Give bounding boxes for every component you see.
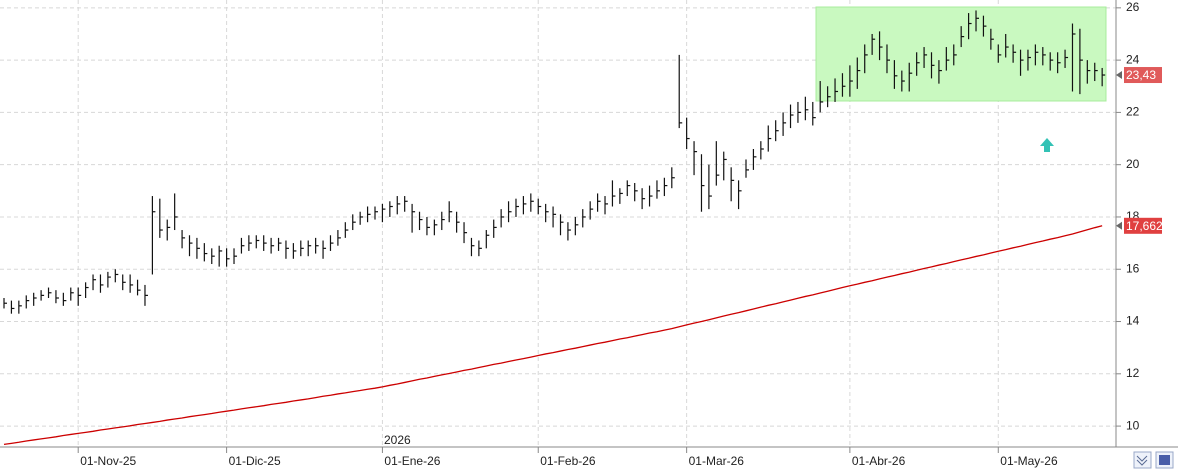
price-tag-label: 23,43	[1126, 68, 1156, 82]
y-tick-label: 14	[1126, 314, 1140, 328]
x-tick-label: 01-Mar-26	[689, 454, 745, 468]
y-tick-label: 12	[1126, 366, 1140, 380]
y-tick-label: 24	[1126, 52, 1140, 66]
x-tick-label: 01-May-26	[1000, 454, 1058, 468]
highlight-zone	[815, 6, 1107, 102]
up-arrow	[1040, 138, 1054, 152]
moving-average-line	[3, 225, 1103, 446]
grid	[0, 0, 1116, 447]
y-tick-label: 16	[1126, 261, 1140, 275]
price-tag-label: 17,662	[1126, 219, 1163, 233]
x-tick-label: 01-Nov-25	[80, 454, 136, 468]
price-tag-pointer	[1116, 221, 1122, 230]
y-tick-label: 20	[1126, 157, 1140, 171]
x-tick-label: 01-Ene-26	[384, 454, 440, 468]
collapse-icon	[1136, 455, 1148, 466]
price-tag	[1124, 67, 1162, 84]
y-tick-label: 26	[1126, 0, 1140, 14]
y-tick-label: 22	[1126, 105, 1140, 119]
save-icon	[1159, 455, 1170, 465]
year-label: 2026	[384, 433, 411, 447]
y-tick-label: 10	[1126, 418, 1140, 432]
x-tick-label: 01-Feb-26	[540, 454, 596, 468]
x-tick-label: 01-Dic-25	[229, 454, 281, 468]
price-tag	[1124, 217, 1162, 234]
price-tag-pointer	[1116, 71, 1122, 80]
x-tick-label: 01-Abr-26	[852, 454, 906, 468]
